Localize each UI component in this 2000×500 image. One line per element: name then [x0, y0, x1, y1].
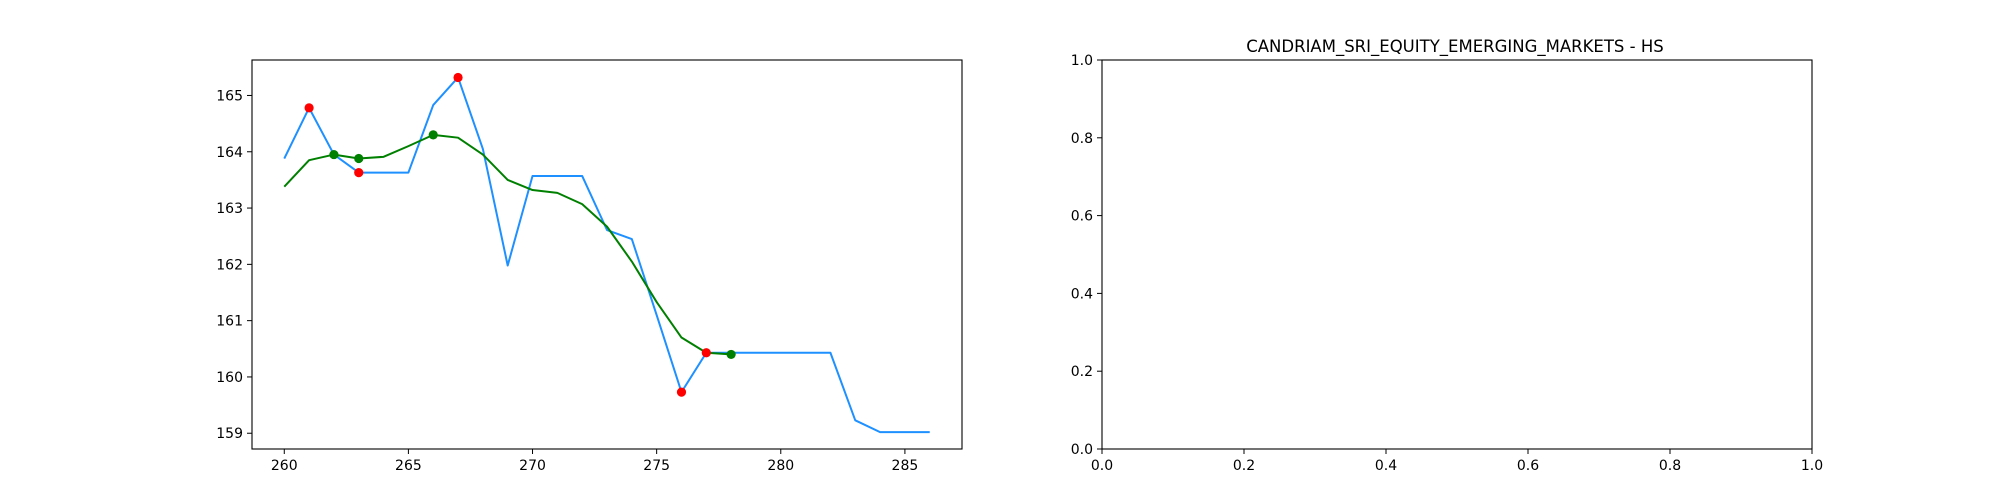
left-axes-frame: [251, 59, 963, 450]
left-marker-0-0: [304, 103, 314, 113]
left-xtick-label-1: 265: [395, 458, 422, 474]
left-marker-1-0: [329, 149, 339, 160]
left-marker-1-2: [428, 130, 438, 140]
left-chart: 260 265 270 275 280 285 159 160 161 162 163 164 165: [216, 59, 963, 474]
left-marker-0-2: [453, 72, 463, 83]
right-axes-frame: [1101, 59, 1813, 450]
left-xtick-label-0: 260: [271, 458, 298, 474]
right-ytick-label-2: 0.4: [1071, 286, 1093, 302]
right-xtick-label-1: 0.2: [1233, 458, 1255, 474]
right-ytick-label-0: 0.0: [1071, 442, 1093, 458]
right-chart-title: CANDRIAM_SRI_EQUITY_EMERGING_MARKETS - H…: [1246, 37, 1663, 57]
right-chart: CANDRIAM_SRI_EQUITY_EMERGING_MARKETS - H…: [1071, 37, 1823, 474]
right-ytick-label-4: 0.8: [1071, 131, 1093, 147]
left-xtick-label-4: 280: [767, 458, 794, 474]
left-series-line-0: [283, 76, 930, 434]
left-marker-0-4: [701, 348, 711, 358]
left-ytick-label-0: 159: [216, 426, 243, 442]
left-ytick-label-1: 160: [216, 370, 243, 386]
left-marker-1-3: [726, 349, 736, 360]
right-xtick-label-4: 0.8: [1659, 458, 1681, 474]
right-ytick-label-1: 0.2: [1071, 364, 1093, 380]
right-xtick-label-5: 1.0: [1801, 458, 1823, 474]
right-xtick-label-0: 0.0: [1091, 458, 1113, 474]
left-marker-1-1: [354, 153, 364, 164]
left-ytick-label-5: 164: [216, 145, 243, 161]
right-xtick-label-3: 0.6: [1517, 458, 1539, 474]
left-marker-0-3: [676, 387, 687, 397]
right-ytick-label-3: 0.6: [1071, 209, 1093, 225]
left-ytick-label-3: 162: [216, 257, 243, 273]
left-xtick-label-2: 270: [519, 458, 546, 474]
left-ytick-label-4: 163: [216, 201, 243, 217]
left-ytick-label-2: 161: [216, 314, 243, 330]
right-ytick-label-5: 1.0: [1071, 53, 1093, 69]
right-xtick-label-2: 0.4: [1375, 458, 1397, 474]
left-xtick-label-5: 285: [892, 458, 919, 474]
left-ytick-label-6: 165: [216, 88, 243, 104]
left-xtick-label-3: 275: [643, 458, 670, 474]
left-marker-0-1: [354, 167, 364, 178]
